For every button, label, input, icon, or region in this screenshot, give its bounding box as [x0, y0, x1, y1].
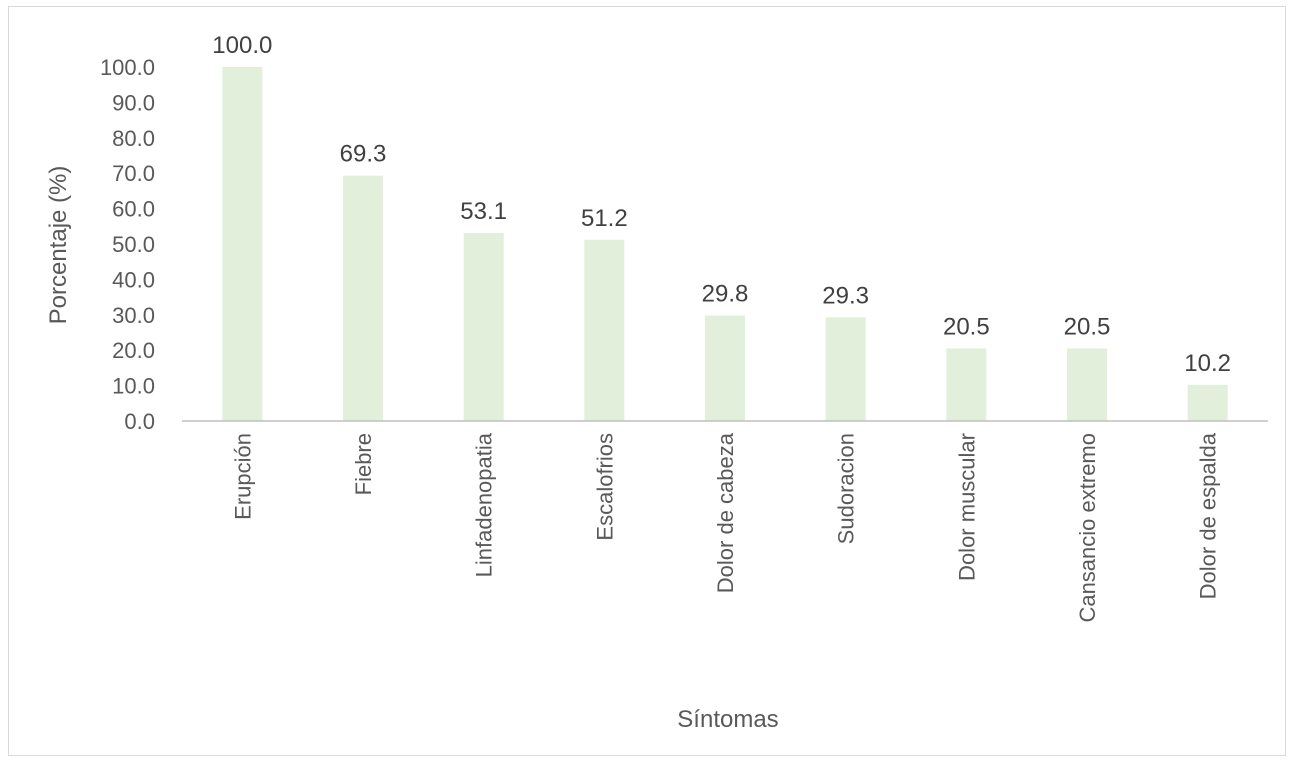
x-tick-label: Escalofrios [592, 433, 617, 541]
data-label: 51.2 [581, 205, 628, 232]
bar [1187, 384, 1228, 421]
y-tick-label: 20.0 [112, 338, 155, 363]
y-axis-title: Porcentaje (%) [45, 166, 72, 325]
bar [946, 348, 987, 421]
y-tick-label: 40.0 [112, 267, 155, 292]
x-tick-label: Erupción [230, 433, 255, 520]
y-axis-tick-labels: 0.0 10.0 20.0 30.0 40.0 50.0 60.0 70.0 80.0 90.0 1… [100, 55, 155, 434]
bar [825, 317, 866, 421]
x-tick-label: Dolor de cabeza [713, 432, 738, 593]
x-axis-tick-labels: Erupción Fiebre Linfadenopatia Escalofrios D… [230, 432, 1220, 622]
x-tick-label: Cansancio extremo [1075, 433, 1100, 623]
y-tick-label: 80.0 [112, 126, 155, 151]
data-labels-group: 100.0 69.3 53.1 51.2 29.8 29.3 20.5 20.5 10.2 [212, 32, 1231, 377]
y-tick-label: 60.0 [112, 197, 155, 222]
x-tick-label: Fiebre [351, 433, 376, 495]
bar [1067, 348, 1107, 421]
x-tick-label: Dolor de espalda [1196, 432, 1221, 599]
bar [705, 315, 745, 421]
data-label: 20.5 [943, 313, 990, 340]
x-axis-title: Síntomas [677, 706, 778, 733]
data-label: 10.2 [1184, 350, 1231, 377]
y-tick-label: 90.0 [112, 90, 155, 115]
bar [343, 175, 383, 421]
x-tick-label: Sudoracion [834, 433, 859, 544]
bar [222, 67, 263, 421]
data-label: 29.8 [702, 281, 749, 308]
y-tick-label: 50.0 [112, 232, 155, 257]
data-label: 100.0 [212, 32, 272, 59]
y-tick-label: 10.0 [112, 374, 155, 399]
bar [463, 233, 504, 421]
x-tick-label: Linfadenopatia [472, 432, 497, 577]
bar [584, 239, 625, 421]
data-label: 53.1 [460, 198, 507, 225]
bars-group [222, 67, 1228, 421]
data-label: 69.3 [340, 141, 387, 168]
data-label: 20.5 [1064, 313, 1111, 340]
x-tick-label: Dolor muscular [954, 433, 979, 581]
y-tick-label: 100.0 [100, 55, 155, 80]
y-tick-label: 30.0 [112, 303, 155, 328]
data-label: 29.3 [822, 282, 869, 309]
y-tick-label: 0.0 [124, 409, 155, 434]
y-tick-label: 70.0 [112, 161, 155, 186]
